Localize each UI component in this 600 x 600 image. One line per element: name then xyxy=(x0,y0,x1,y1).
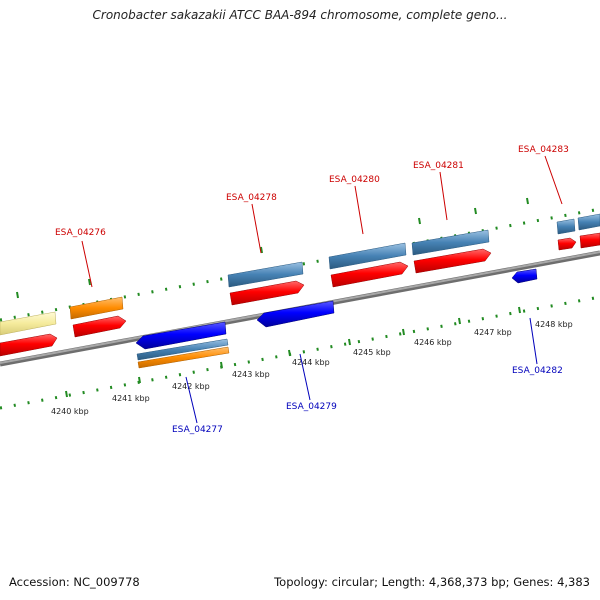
feature-steel[interactable] xyxy=(577,213,600,231)
scale-label: 4248 kbp xyxy=(535,320,573,329)
gene-label-esa-04283[interactable]: ESA_04283 xyxy=(518,145,569,155)
feature-steel[interactable] xyxy=(411,229,490,256)
label-leaders xyxy=(81,155,563,424)
cds-forward[interactable] xyxy=(72,315,127,338)
scale-label: 4245 kbp xyxy=(353,348,391,357)
gene-label-esa-04282[interactable]: ESA_04282 xyxy=(512,366,563,376)
scale-label: 4241 kbp xyxy=(112,394,150,403)
major-ticks xyxy=(16,197,529,398)
cds-reverse[interactable] xyxy=(256,300,335,328)
cds-forward[interactable] xyxy=(413,248,492,274)
scale-label: 4247 kbp xyxy=(474,328,512,337)
cds-reverse[interactable] xyxy=(511,268,538,284)
topology-text: Topology: circular; Length: 4,368,373 bp… xyxy=(274,575,590,589)
gene-label-esa-04279[interactable]: ESA_04279 xyxy=(286,402,337,412)
cds-forward[interactable] xyxy=(0,333,58,357)
feature-steel[interactable] xyxy=(227,261,304,288)
scale-labels: 4240 kbp 4241 kbp 4242 kbp 4243 kbp 4244… xyxy=(51,320,573,416)
scale-label: 4246 kbp xyxy=(414,338,452,347)
cds-forward[interactable] xyxy=(579,232,600,249)
gene-labels: ESA_04276 ESA_04278 ESA_04280 ESA_04281 … xyxy=(55,145,569,435)
scale-label: 4243 kbp xyxy=(232,370,270,379)
gene-label-esa-04277[interactable]: ESA_04277 xyxy=(172,425,223,435)
feature-yellow[interactable] xyxy=(0,311,57,336)
gene-label-esa-04278[interactable]: ESA_04278 xyxy=(226,193,277,203)
feature-steel[interactable] xyxy=(136,338,229,361)
scale-label: 4244 kbp xyxy=(292,358,330,367)
scale-label: 4242 kbp xyxy=(172,382,210,391)
cds-reverse[interactable] xyxy=(135,321,227,350)
gene-label-esa-04280[interactable]: ESA_04280 xyxy=(329,175,380,185)
scale-label: 4240 kbp xyxy=(51,407,89,416)
map-title: Cronobacter sakazakii ATCC BAA-894 chrom… xyxy=(92,8,508,22)
feature-steel[interactable] xyxy=(328,242,407,270)
feature-steel[interactable] xyxy=(556,218,576,235)
forward-features xyxy=(0,213,600,357)
gene-label-esa-04276[interactable]: ESA_04276 xyxy=(55,228,106,238)
feature-orange[interactable] xyxy=(69,296,124,320)
feature-orange[interactable] xyxy=(137,346,230,369)
cds-forward[interactable] xyxy=(330,261,409,288)
reverse-features xyxy=(135,268,538,369)
cds-forward[interactable] xyxy=(557,237,577,251)
cds-forward[interactable] xyxy=(229,280,305,306)
gene-label-esa-04281[interactable]: ESA_04281 xyxy=(413,161,464,171)
accession-text: Accession: NC_009778 xyxy=(9,575,140,589)
